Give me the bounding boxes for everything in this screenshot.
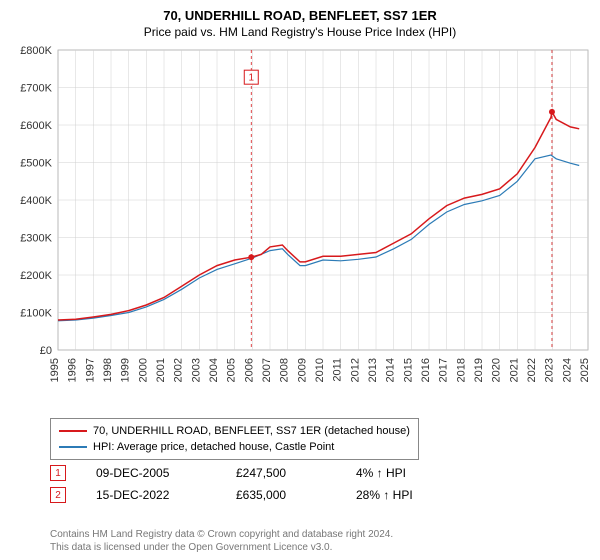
marker-badge: 1	[50, 465, 66, 481]
svg-text:2025: 2025	[579, 358, 591, 382]
marker-pct: 28% ↑ HPI	[356, 488, 446, 502]
svg-text:£0: £0	[40, 345, 52, 357]
table-row: 1 09-DEC-2005 £247,500 4% ↑ HPI	[50, 462, 446, 484]
legend-swatch	[59, 446, 87, 448]
svg-text:2001: 2001	[155, 358, 167, 382]
svg-text:£600K: £600K	[20, 120, 52, 132]
legend-item: HPI: Average price, detached house, Cast…	[59, 439, 410, 455]
svg-text:2007: 2007	[261, 358, 273, 382]
svg-text:1996: 1996	[67, 358, 79, 382]
marker-table: 1 09-DEC-2005 £247,500 4% ↑ HPI 2 15-DEC…	[50, 462, 446, 506]
svg-text:2013: 2013	[367, 358, 379, 382]
svg-text:2014: 2014	[385, 358, 397, 382]
svg-text:1995: 1995	[49, 358, 61, 382]
legend-label: 70, UNDERHILL ROAD, BENFLEET, SS7 1ER (d…	[93, 423, 410, 439]
svg-text:2009: 2009	[296, 358, 308, 382]
svg-text:1: 1	[248, 73, 254, 84]
svg-text:1999: 1999	[120, 358, 132, 382]
page-subtitle: Price paid vs. HM Land Registry's House …	[0, 23, 600, 39]
svg-text:2006: 2006	[243, 358, 255, 382]
legend-label: HPI: Average price, detached house, Cast…	[93, 439, 334, 455]
marker-price: £247,500	[236, 466, 326, 480]
svg-text:2010: 2010	[314, 358, 326, 382]
marker-price: £635,000	[236, 488, 326, 502]
svg-text:2004: 2004	[208, 358, 220, 382]
svg-text:£700K: £700K	[20, 83, 52, 95]
footer-line: Contains HM Land Registry data © Crown c…	[50, 528, 393, 541]
svg-text:2016: 2016	[420, 358, 432, 382]
table-row: 2 15-DEC-2022 £635,000 28% ↑ HPI	[50, 484, 446, 506]
marker-pct: 4% ↑ HPI	[356, 466, 446, 480]
chart-area: £0 £100K £200K £300K £400K £500K £600K £700K £80…	[0, 40, 600, 410]
svg-text:2017: 2017	[438, 358, 450, 382]
legend-item: 70, UNDERHILL ROAD, BENFLEET, SS7 1ER (d…	[59, 423, 410, 439]
svg-text:2021: 2021	[508, 358, 520, 382]
svg-text:£400K: £400K	[20, 195, 52, 207]
svg-text:2003: 2003	[190, 358, 202, 382]
svg-text:2024: 2024	[561, 358, 573, 382]
chart-svg: £0 £100K £200K £300K £400K £500K £600K £700K £80…	[0, 40, 600, 410]
marker-date: 09-DEC-2005	[96, 466, 206, 480]
svg-text:2023: 2023	[544, 358, 556, 382]
svg-text:2022: 2022	[526, 358, 538, 382]
svg-text:2000: 2000	[137, 358, 149, 382]
svg-text:2008: 2008	[279, 358, 291, 382]
svg-text:2015: 2015	[402, 358, 414, 382]
svg-text:1998: 1998	[102, 358, 114, 382]
svg-text:1997: 1997	[84, 358, 96, 382]
marker-badge: 2	[50, 487, 66, 503]
svg-text:2019: 2019	[473, 358, 485, 382]
footer: Contains HM Land Registry data © Crown c…	[50, 528, 393, 554]
footer-line: This data is licensed under the Open Gov…	[50, 541, 393, 554]
svg-text:£500K: £500K	[20, 158, 52, 170]
marker-date: 15-DEC-2022	[96, 488, 206, 502]
legend-swatch	[59, 430, 87, 432]
svg-text:£300K: £300K	[20, 233, 52, 245]
svg-text:2020: 2020	[491, 358, 503, 382]
svg-text:£100K: £100K	[20, 308, 52, 320]
svg-text:£200K: £200K	[20, 270, 52, 282]
legend: 70, UNDERHILL ROAD, BENFLEET, SS7 1ER (d…	[50, 418, 419, 460]
svg-text:£800K: £800K	[20, 45, 52, 57]
svg-text:2011: 2011	[332, 358, 344, 382]
page-title: 70, UNDERHILL ROAD, BENFLEET, SS7 1ER	[0, 0, 600, 23]
svg-text:2012: 2012	[349, 358, 361, 382]
svg-text:2002: 2002	[173, 358, 185, 382]
svg-text:2005: 2005	[226, 358, 238, 382]
svg-text:2018: 2018	[455, 358, 467, 382]
